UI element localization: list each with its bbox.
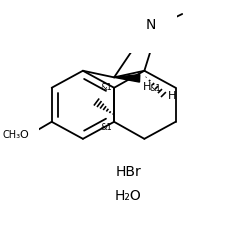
Text: HBr: HBr: [115, 165, 141, 179]
Text: &1: &1: [100, 123, 112, 132]
Text: H: H: [168, 91, 176, 101]
Text: &1: &1: [100, 83, 112, 92]
Polygon shape: [114, 74, 140, 82]
Text: H: H: [142, 82, 151, 92]
Text: &1: &1: [149, 84, 161, 93]
Text: CH₃: CH₃: [2, 130, 20, 140]
Text: O: O: [19, 130, 28, 140]
Text: N: N: [146, 18, 156, 32]
Text: H₂O: H₂O: [115, 189, 142, 203]
